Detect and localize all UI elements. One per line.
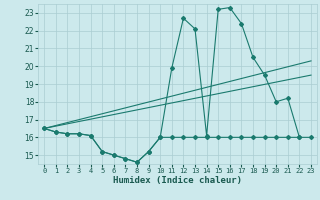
X-axis label: Humidex (Indice chaleur): Humidex (Indice chaleur) (113, 176, 242, 185)
